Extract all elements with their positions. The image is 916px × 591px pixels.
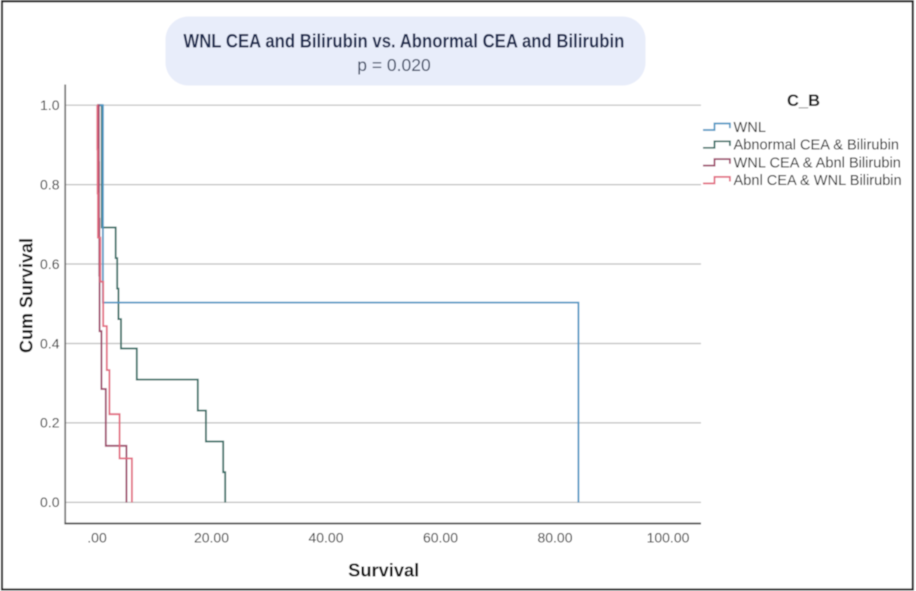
svg-text:C_B: C_B [787,92,820,110]
svg-text:Abnl CEA & WNL Bilirubin: Abnl CEA & WNL Bilirubin [734,173,902,189]
svg-text:1.0: 1.0 [40,97,60,113]
svg-text:p = 0.020: p = 0.020 [357,55,431,75]
svg-text:0.2: 0.2 [40,415,60,431]
svg-text:40.00: 40.00 [308,530,343,546]
svg-text:Survival: Survival [348,560,419,581]
svg-text:.00: .00 [87,530,107,546]
svg-text:0.0: 0.0 [40,494,60,510]
svg-text:0.6: 0.6 [40,256,60,272]
svg-text:0.4: 0.4 [40,335,60,351]
svg-text:Abnormal CEA & Bilirubin: Abnormal CEA & Bilirubin [734,138,899,154]
svg-text:WNL CEA & Abnl Bilirubin: WNL CEA & Abnl Bilirubin [734,155,901,171]
svg-text:100.00: 100.00 [647,530,690,546]
svg-text:0.8: 0.8 [40,176,60,192]
svg-text:WNL CEA and Bilirubin vs. Abno: WNL CEA and Bilirubin vs. Abnormal CEA a… [183,31,624,53]
svg-text:60.00: 60.00 [423,530,458,546]
svg-text:80.00: 80.00 [537,530,572,546]
svg-text:WNL: WNL [734,120,766,136]
svg-text:20.00: 20.00 [194,530,229,546]
svg-text:Cum Survival: Cum Survival [17,238,37,353]
